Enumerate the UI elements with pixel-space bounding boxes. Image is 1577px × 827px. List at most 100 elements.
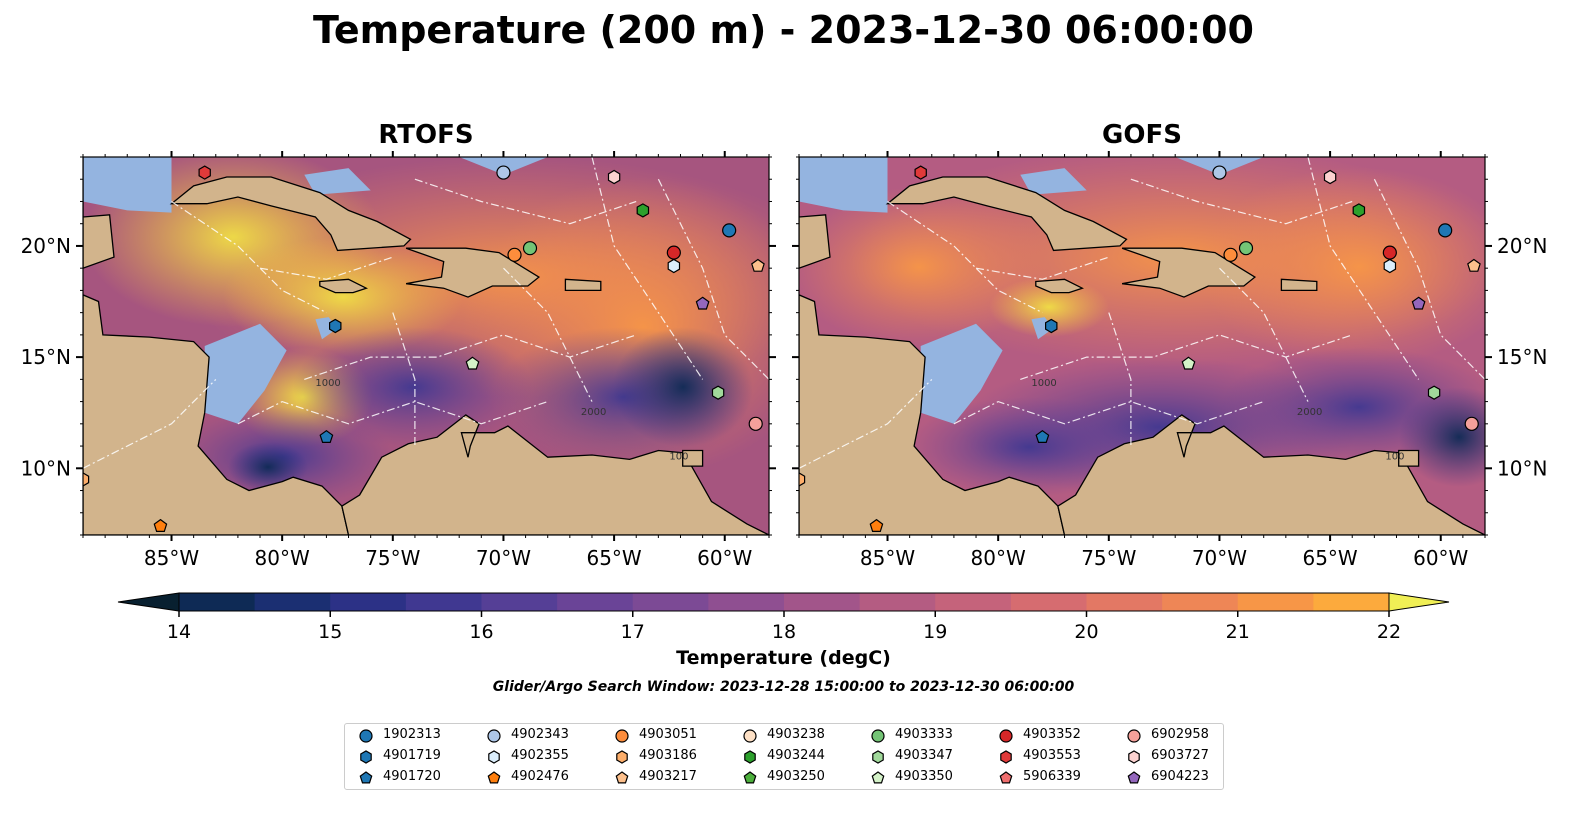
colorbar-segment xyxy=(1313,593,1390,611)
shelf-shallow xyxy=(1020,168,1087,195)
float-marker-4903244 xyxy=(1352,203,1366,218)
colorbar-segment xyxy=(1237,593,1314,611)
hexagon-marker-icon xyxy=(872,750,884,764)
legend-marker-6902958 xyxy=(1127,729,1141,743)
legend-label: 4902343 xyxy=(511,727,569,742)
float-marker-4903333 xyxy=(1238,241,1254,256)
float-marker-4903217 xyxy=(1467,258,1481,272)
float-marker-4903217 xyxy=(751,258,765,272)
legend-marker-6904223 xyxy=(1127,771,1141,784)
contour-label: 1000 xyxy=(1031,378,1056,389)
float-marker-4903352 xyxy=(1382,245,1397,260)
lat-tick-label: 10°N xyxy=(21,456,71,480)
land-area xyxy=(1121,247,1257,298)
legend-label: 4901720 xyxy=(383,769,441,784)
legend-marker-1902313 xyxy=(359,729,373,743)
colorbar-tick-label: 14 xyxy=(167,621,191,643)
colorbar-segment xyxy=(254,593,331,611)
float-marker-4902343 xyxy=(496,165,511,180)
hexagon-marker-icon xyxy=(616,750,628,764)
lon-tick-label: 85°W xyxy=(144,546,199,570)
colorbar-tick-label: 19 xyxy=(923,621,947,643)
land-area xyxy=(1280,278,1318,292)
legend-marker-6903727 xyxy=(1128,750,1140,764)
legend-marker-4902476 xyxy=(487,771,501,784)
legend-label: 4903347 xyxy=(895,748,953,763)
lat-tick-label: 10°N xyxy=(1497,456,1547,480)
float-marker-4903186 xyxy=(83,472,90,487)
float-marker-4901720 xyxy=(319,429,334,443)
shelf-shallow xyxy=(204,323,287,424)
colorbar-segment xyxy=(1162,593,1239,611)
panel-title-gofs: GOFS xyxy=(1102,120,1182,150)
lon-tick-label: 65°W xyxy=(1302,546,1357,570)
lon-tick-label: 65°W xyxy=(586,546,641,570)
hexagon-marker-icon xyxy=(1000,750,1012,764)
shelf-shallow xyxy=(920,323,1003,424)
eez-boundary-line xyxy=(171,201,327,314)
lon-tick-label: 70°W xyxy=(476,546,531,570)
colorbar-segment xyxy=(632,593,709,611)
colorbar-segment xyxy=(1010,593,1087,611)
land-area xyxy=(682,449,704,467)
land-area xyxy=(1035,278,1084,294)
legend-label: 4903238 xyxy=(767,727,825,742)
legend-marker-4903352 xyxy=(999,729,1013,743)
float-marker-6904223 xyxy=(695,296,710,310)
eez-boundary-line xyxy=(799,378,933,469)
legend-label: 4903186 xyxy=(639,748,697,763)
legend-marker-4903553 xyxy=(1000,750,1012,764)
colorbar-segment xyxy=(557,593,634,611)
colorbar-segment xyxy=(1086,593,1163,611)
colorbar-segment xyxy=(708,593,785,611)
eez-boundary-line xyxy=(1020,334,1353,380)
colorbar-max-extend xyxy=(1388,592,1450,612)
colorbar-segment xyxy=(935,593,1012,611)
figure-title: Temperature (200 m) - 2023-12-30 06:00:0… xyxy=(312,8,1254,52)
legend-label: 4903217 xyxy=(639,769,697,784)
land-area xyxy=(319,278,368,294)
hexagon-marker-icon xyxy=(744,750,756,764)
legend-marker-4903350 xyxy=(871,771,885,784)
circle-marker-icon xyxy=(1127,729,1141,743)
eez-boundary-line xyxy=(1130,178,1353,225)
float-marker-1902313 xyxy=(722,223,737,238)
search-window-text: Glider/Argo Search Window: 2023-12-28 15… xyxy=(492,679,1075,695)
eez-boundary-line xyxy=(304,334,637,380)
land-area xyxy=(169,176,412,252)
circle-marker-icon xyxy=(871,729,885,743)
float-marker-4901719 xyxy=(329,318,342,334)
colorbar-segment xyxy=(405,593,482,611)
float-legend: 1902313 4901719 4901720 4902343 4902355 49024… xyxy=(344,723,1224,790)
colorbar-tick-label: 15 xyxy=(318,621,342,643)
land-area xyxy=(83,157,115,269)
colorbar-tick-label: 18 xyxy=(772,621,796,643)
legend-label: 4903250 xyxy=(767,769,825,784)
legend-label: 4903553 xyxy=(1023,748,1081,763)
colorbar-segment xyxy=(784,593,861,611)
float-marker-4902476 xyxy=(153,518,168,532)
legend-marker-4903217 xyxy=(615,771,629,784)
legend-label: 6904223 xyxy=(1151,769,1209,784)
lon-tick-label: 75°W xyxy=(1081,546,1136,570)
map-panel-gofs: 1000 2000 100 85°W 80°W 75°W 70°W 65°W 60°W 20°N… xyxy=(792,151,1547,570)
circle-marker-icon xyxy=(487,729,501,743)
float-marker-4901719 xyxy=(1045,318,1058,334)
lon-tick-label: 80°W xyxy=(971,546,1026,570)
colorbar-tick-label: 16 xyxy=(469,621,493,643)
shelf-shallow xyxy=(304,168,371,195)
float-marker-4903347 xyxy=(1427,385,1441,400)
float-marker-4903553 xyxy=(914,165,927,180)
colorbar-tick-label: 17 xyxy=(621,621,645,643)
legend-label: 4903352 xyxy=(1023,727,1081,742)
contour-label: 2000 xyxy=(1297,407,1322,418)
float-marker-6902958 xyxy=(748,416,763,431)
legend-marker-4903333 xyxy=(871,729,885,743)
float-marker-4902355 xyxy=(1383,258,1397,274)
eez-boundary-line xyxy=(975,256,1109,280)
eez-boundary-line xyxy=(414,178,637,225)
eez-boundary-line xyxy=(83,378,217,469)
lat-tick-label: 15°N xyxy=(21,345,71,369)
legend-marker-4903347 xyxy=(872,750,884,764)
land-area xyxy=(564,278,602,292)
